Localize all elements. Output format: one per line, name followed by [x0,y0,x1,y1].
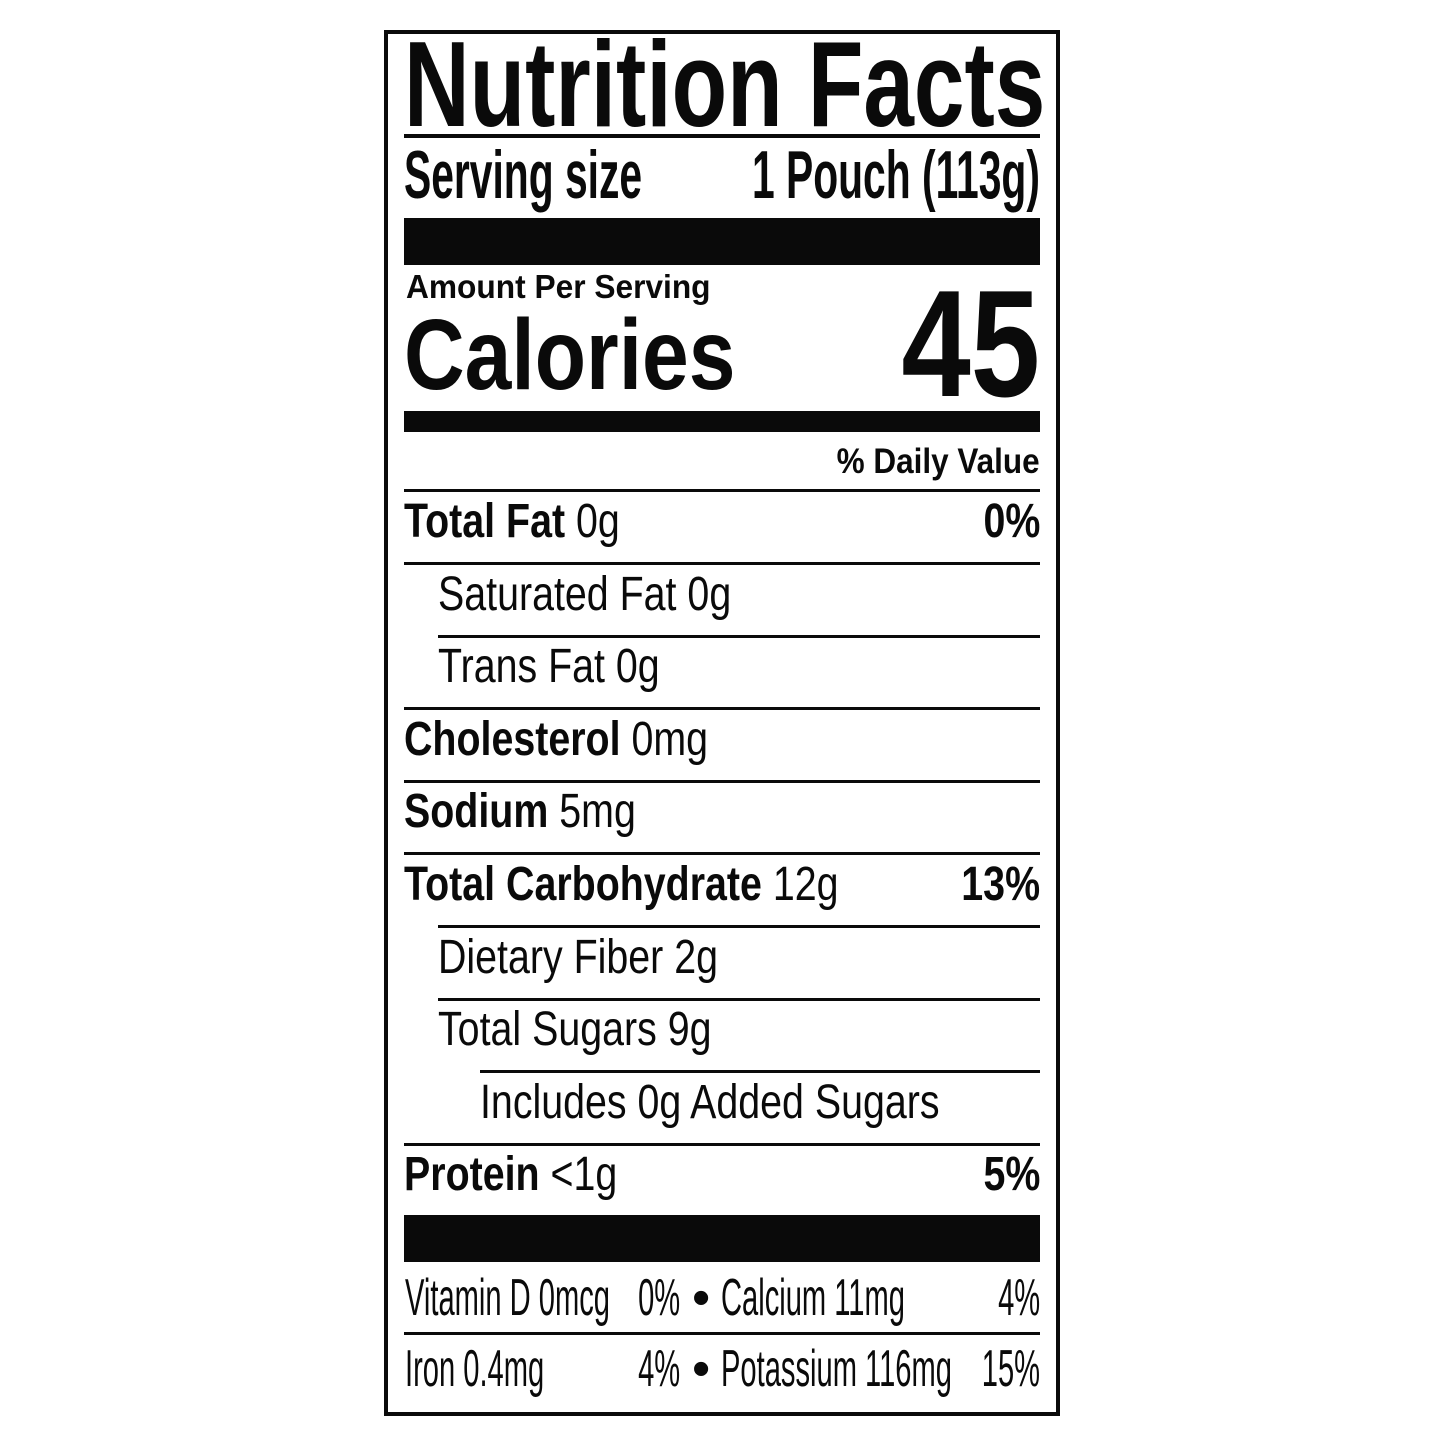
nutrient-amount: <1g [550,1148,618,1202]
nutrient-row: Trans Fat 0g [438,643,660,691]
nutrient-row: Cholesterol 0mg [404,712,709,766]
divider [438,634,1040,638]
calories-value: 45 [901,259,1040,429]
nutrient-daily-value: 13% [961,858,1040,911]
micro-left-dv: 4% [637,1340,680,1398]
divider [438,997,1040,1001]
micro-right: Potassium 116mg [721,1340,952,1398]
serving-size-label: Serving size [404,137,643,213]
micro-right-dv: 15% [981,1340,1040,1398]
daily-value-header: % Daily Value [836,442,1040,481]
nutrient-amount: 0g [576,495,620,548]
nutrient-name: Total Sugars [438,1003,657,1057]
nutrient-row: Total Carbohydrate 12g [404,861,839,909]
nutrient-amount: 0g [615,640,660,694]
thick-bar [404,1215,1040,1262]
nutrition-facts-panel [384,30,1060,1416]
serving-size-value: 1 Pouch (113g) [752,137,1040,213]
nutrient-row: Dietary Fiber 2g [438,930,719,984]
nutrient-name: Includes 0g Added Sugars [480,1075,940,1129]
title: Nutrition Facts [404,16,1046,152]
micro-left: Iron 0.4mg [405,1340,545,1398]
divider [404,707,1040,711]
divider [404,489,1040,492]
nutrient-name: Dietary Fiber [438,930,664,984]
nutrient-amount: 5mg [559,785,636,839]
nutrient-name: Cholesterol [404,712,621,766]
divider [480,1070,1040,1074]
nutrient-row: Saturated Fat 0g [438,567,732,621]
nutrient-daily-value: 0% [983,495,1040,548]
divider [404,1332,1040,1335]
nutrient-amount: 0g [687,567,732,621]
nutrient-amount: 9g [667,1003,712,1057]
nutrient-name: Sodium [404,785,549,839]
nutrient-name: Trans Fat [438,640,605,694]
divider [404,779,1040,783]
nutrient-row: Total Sugars 9g [438,1006,712,1054]
nutrient-amount: 12g [772,858,839,911]
amount-per-serving: Amount Per Serving [406,268,711,305]
divider [438,925,1040,928]
nutrient-amount: 0mg [631,712,709,766]
thick-bar [404,411,1040,432]
nutrient-name: Total Fat [404,495,566,548]
divider [404,134,1040,138]
thick-bar [404,218,1040,265]
nutrient-row: Protein <1g [404,1151,617,1199]
nutrient-row: Includes 0g Added Sugars [480,1075,940,1129]
micro-right: Calcium 11mg [721,1269,905,1327]
nutrient-row: Total Fat 0g [404,498,620,546]
calories-label: Calories [404,299,736,411]
nutrient-name: Total Carbohydrate [404,858,762,911]
divider [404,852,1040,856]
nutrient-row: Sodium 5mg [404,788,636,836]
micro-left: Vitamin D 0mcg [405,1269,610,1327]
divider [404,562,1040,565]
divider [404,1142,1040,1146]
nutrient-name: Protein [404,1148,540,1202]
micro-left-dv: 0% [637,1269,680,1327]
nutrient-daily-value: 5% [983,1148,1040,1202]
bullet: • [692,1269,711,1327]
nutrient-amount: 2g [674,930,719,984]
micro-right-dv: 4% [997,1269,1040,1327]
bullet: • [692,1340,711,1398]
nutrient-name: Saturated Fat [438,567,677,621]
